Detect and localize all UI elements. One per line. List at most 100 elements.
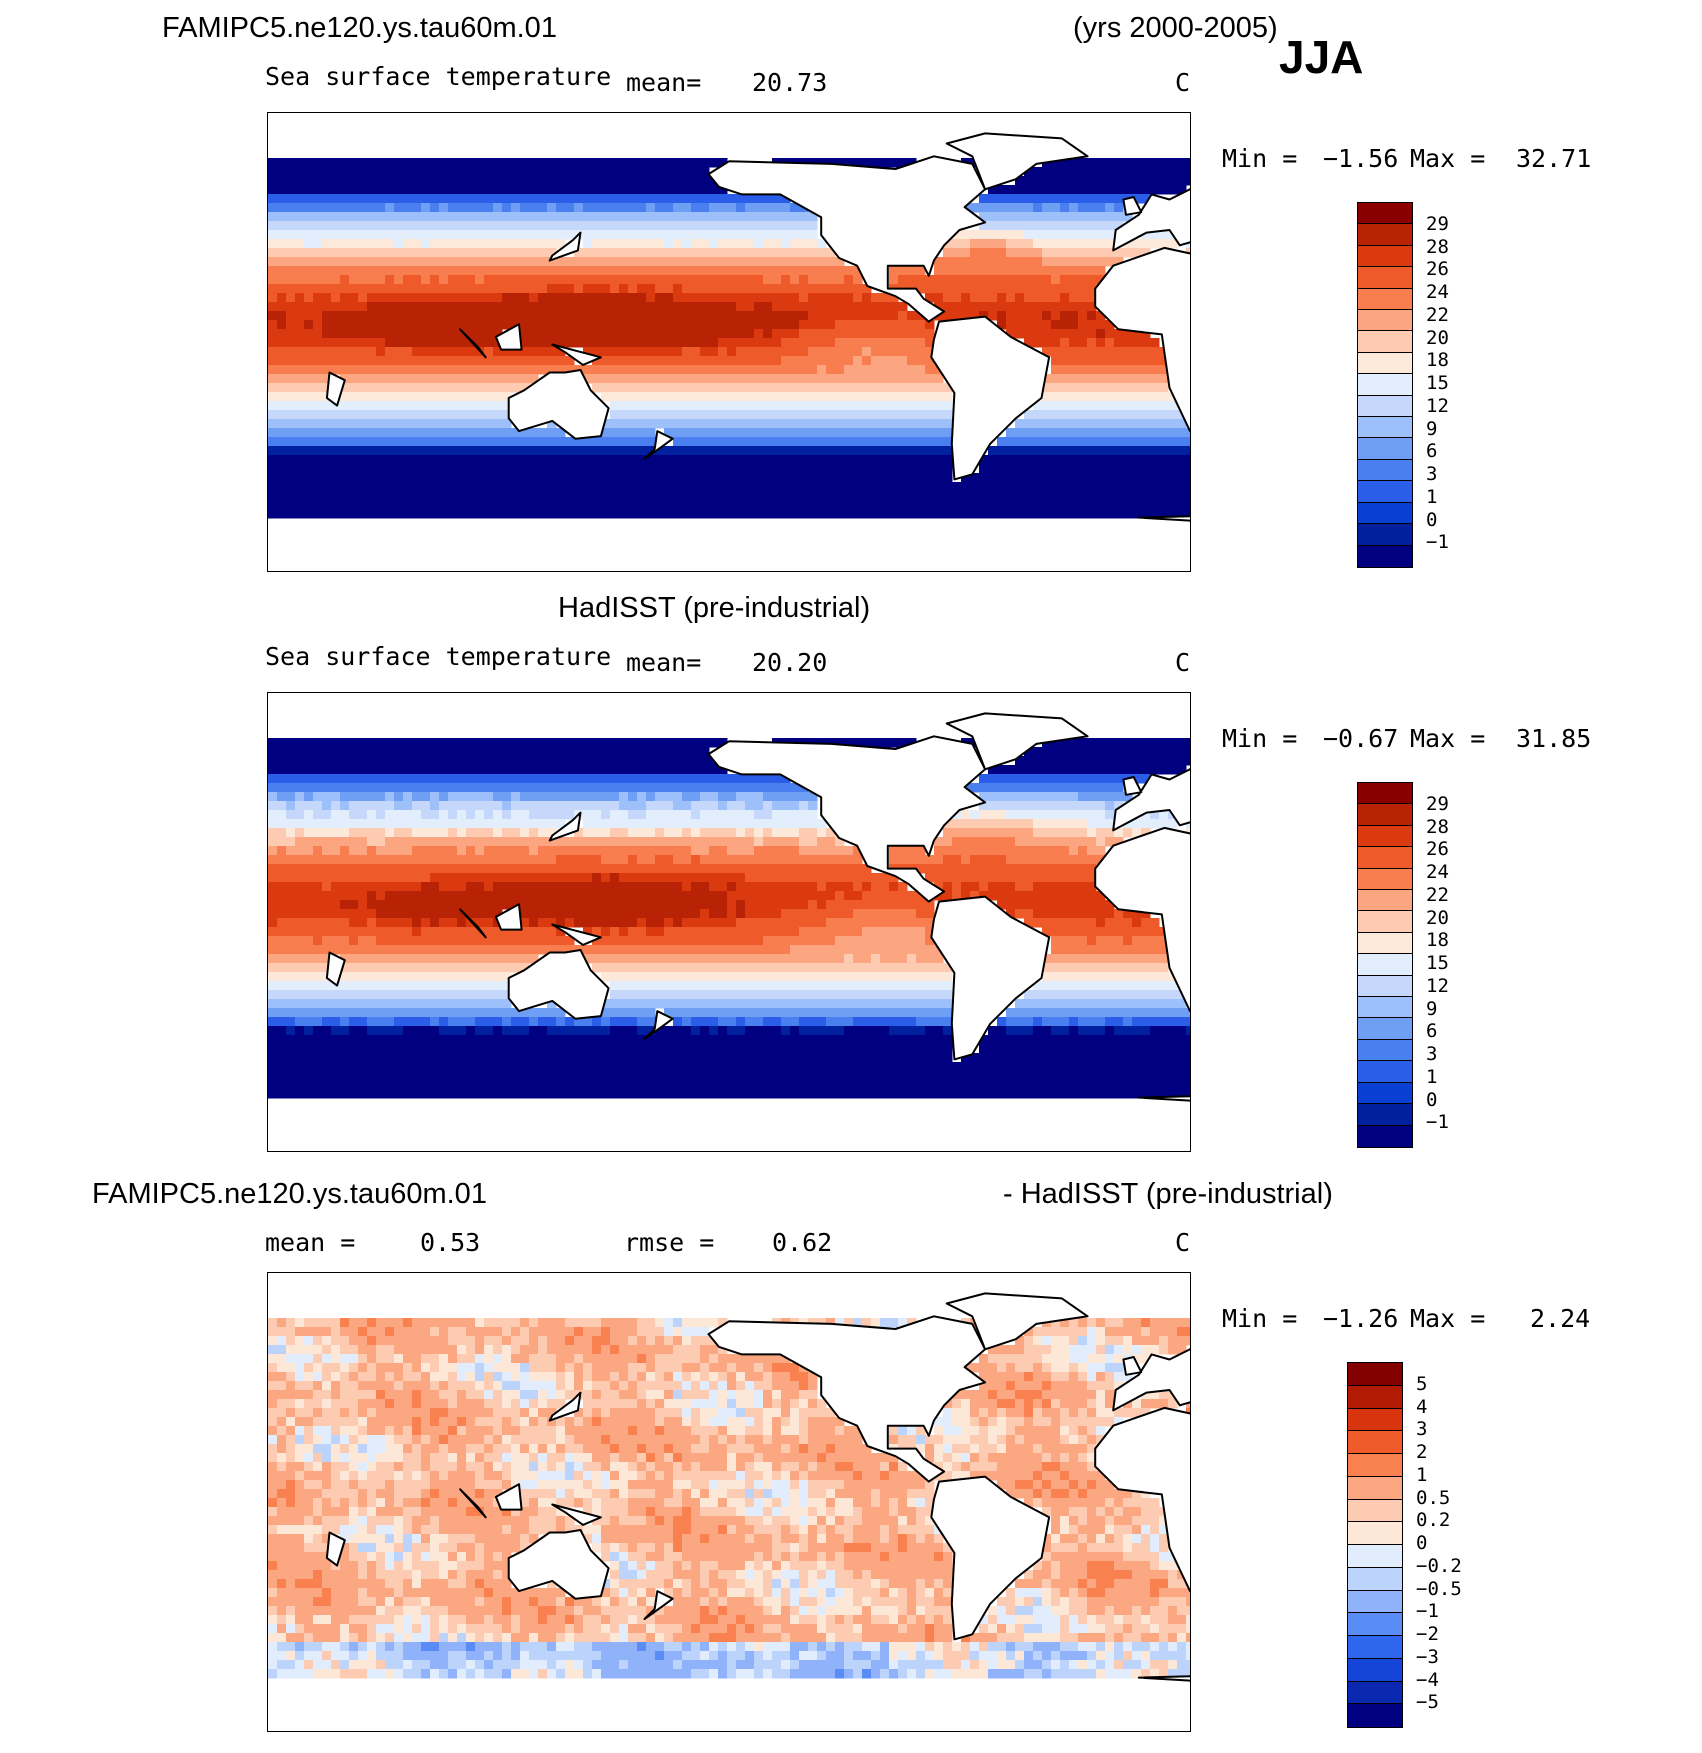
colorbar-swatch [1348, 1545, 1402, 1568]
colorbar-tick-label: 6 [1426, 1020, 1438, 1043]
colorbar-swatch [1358, 331, 1412, 353]
coastlines [325, 1292, 1190, 1682]
colorbar-tick-label: 5 [1416, 1372, 1428, 1395]
colorbar-swatch [1358, 1061, 1412, 1083]
max-value: 32.71 [1516, 144, 1592, 173]
colorbar-swatch [1358, 804, 1412, 826]
sst-field [268, 738, 1190, 1099]
colorbar-tick-label: 28 [1426, 235, 1449, 258]
sst-field [268, 158, 1190, 519]
colorbar-tick-label: −5 [1416, 1691, 1439, 1714]
colorbar-swatch [1358, 310, 1412, 332]
colorbar-tick-label: 18 [1426, 349, 1449, 372]
colorbar-tick-label: 0 [1426, 508, 1438, 531]
colorbar-swatch [1358, 374, 1412, 396]
colorbar-tick-label: 29 [1426, 212, 1449, 235]
mean-label: mean= [626, 68, 702, 97]
colorbar-swatch [1358, 267, 1412, 289]
colorbar-swatch [1348, 1522, 1402, 1545]
diff-map [267, 1272, 1191, 1732]
colorbar-tick-label: 20 [1426, 326, 1449, 349]
colorbar-swatch [1348, 1385, 1402, 1409]
colorbar-swatch [1358, 975, 1412, 998]
panel-difference: FAMIPC5.ne120.ys.tau60m.01 - HadISST (pr… [0, 1160, 1702, 1740]
colorbar-tick-label: −0.2 [1416, 1554, 1462, 1577]
colorbar-swatch [1358, 288, 1412, 311]
colorbar-tick-label: 0.5 [1416, 1486, 1451, 1509]
colorbar-tick-label: 6 [1426, 440, 1438, 463]
colorbar-tick-label: −2 [1416, 1623, 1439, 1645]
colorbar [1357, 782, 1413, 1148]
min-value: −1.56 [1323, 144, 1399, 173]
colorbar-swatch [1358, 890, 1412, 912]
colorbar-tick-label: 0.2 [1416, 1509, 1451, 1532]
sst-field [268, 1318, 1190, 1679]
colorbar-swatch [1358, 825, 1412, 848]
colorbar-swatch [1348, 1681, 1402, 1705]
colorbar [1357, 202, 1413, 568]
colorbar-swatch [1358, 459, 1412, 482]
colorbar-swatch [1358, 417, 1412, 439]
colorbar-swatch [1358, 502, 1412, 525]
mean-value: 20.73 [752, 68, 828, 97]
colorbar-tick-label: 18 [1426, 929, 1449, 952]
units-label: C [1175, 648, 1191, 677]
colorbar-swatch [1358, 932, 1412, 955]
rmse-label: rmse = [624, 1228, 715, 1257]
colorbar-tick-label: 3 [1416, 1418, 1428, 1441]
colorbar-tick-label: 9 [1426, 417, 1438, 440]
colorbar-swatch [1358, 868, 1412, 891]
colorbar-swatch [1358, 847, 1412, 869]
diff-title-left: FAMIPC5.ne120.ys.tau60m.01 [92, 1178, 487, 1210]
colorbar-tick-label: 2 [1416, 1441, 1428, 1463]
colorbar-tick-label: 28 [1426, 815, 1449, 838]
model-title: FAMIPC5.ne120.ys.tau60m.01 [162, 12, 557, 44]
colorbar-tick-label: 1 [1426, 485, 1438, 508]
max-label: Max = [1410, 144, 1486, 173]
colorbar-tick-label: −1 [1426, 1111, 1449, 1134]
max-value: 31.85 [1516, 724, 1592, 753]
colorbar-tick-label: 1 [1426, 1065, 1438, 1088]
colorbar-swatch [1348, 1590, 1402, 1614]
colorbar-tick-label: 22 [1426, 303, 1449, 326]
panel-model-sst: FAMIPC5.ne120.ys.tau60m.01 (yrs 2000-200… [0, 0, 1702, 580]
colorbar-swatch [1358, 438, 1412, 460]
colorbar-tick-label: 0 [1426, 1088, 1438, 1111]
colorbar-tick-label: −3 [1416, 1645, 1439, 1668]
colorbar-tick-label: −1 [1426, 531, 1449, 554]
colorbar-swatch [1358, 245, 1412, 268]
colorbar-swatch [1348, 1636, 1402, 1659]
min-label: Min = [1222, 1304, 1298, 1333]
colorbar-swatch [1348, 1476, 1402, 1500]
colorbar-swatch [1348, 1431, 1402, 1454]
colorbar-swatch [1358, 1039, 1412, 1062]
mean-label: mean= [626, 648, 702, 677]
colorbar-tick-label: 0 [1416, 1532, 1428, 1554]
colorbar-tick-label: 26 [1426, 838, 1449, 861]
colorbar-tick-label: 24 [1426, 861, 1449, 883]
colorbar-tick-label: 3 [1426, 1043, 1438, 1065]
units-label: C [1175, 1228, 1191, 1257]
colorbar [1347, 1362, 1403, 1728]
colorbar-swatch [1358, 954, 1412, 976]
coastlines [325, 132, 1190, 522]
variable-name: Sea surface temperature [265, 642, 612, 671]
colorbar-swatch [1358, 395, 1412, 418]
max-value: 2.24 [1530, 1304, 1591, 1333]
mean-value: 20.20 [752, 648, 828, 677]
colorbar-tick-label: 15 [1426, 372, 1449, 394]
coastlines [325, 712, 1190, 1102]
colorbar-swatch [1348, 1658, 1402, 1682]
panel-obs-sst: HadISST (pre-industrial) Sea surface tem… [0, 580, 1702, 1160]
colorbar-swatch [1358, 203, 1412, 225]
sst-map [267, 112, 1191, 572]
colorbar-swatch [1358, 911, 1412, 933]
colorbar-swatch [1348, 1613, 1402, 1636]
colorbar-swatch [1358, 1104, 1412, 1126]
years-label: (yrs 2000-2005) [1073, 12, 1278, 44]
colorbar-swatch [1348, 1363, 1402, 1386]
diff-title-right: - HadISST (pre-industrial) [1003, 1178, 1333, 1210]
min-label: Min = [1222, 724, 1298, 753]
min-label: Min = [1222, 144, 1298, 173]
units-label: C [1175, 68, 1191, 97]
